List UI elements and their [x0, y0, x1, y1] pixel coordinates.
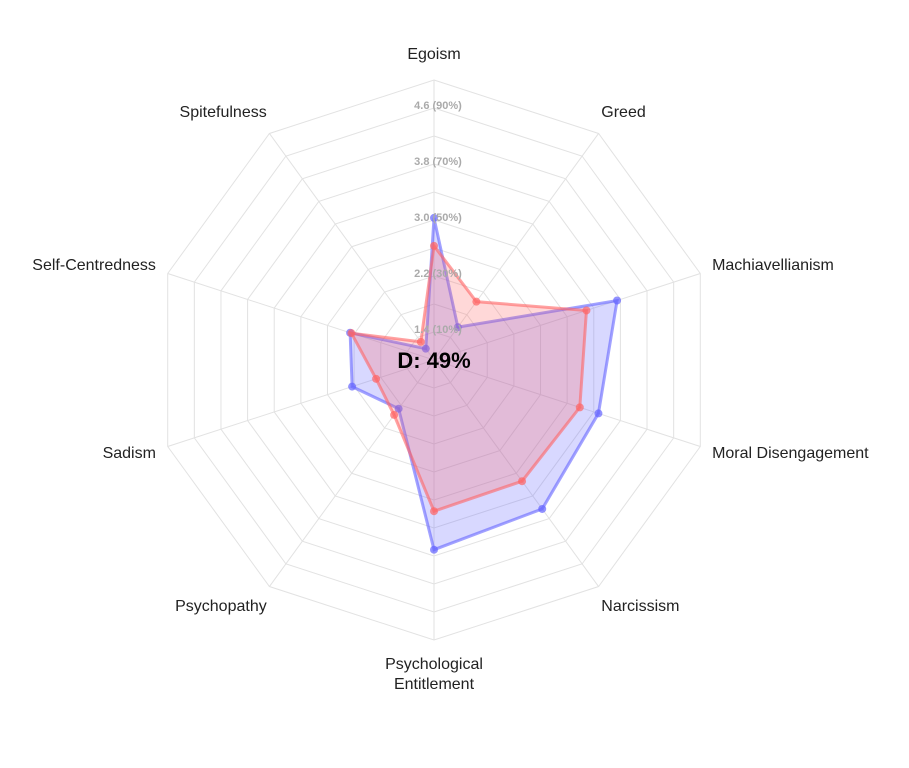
data-point [416, 337, 425, 346]
axis-label: Moral Disengagement [712, 445, 869, 463]
axis-label: Narcissism [601, 597, 680, 615]
data-point [453, 323, 462, 332]
data-point [613, 296, 622, 305]
data-point [430, 213, 438, 222]
spoke [433, 359, 701, 448]
data-point [347, 329, 356, 338]
data-point [472, 297, 481, 306]
axis-label: Self-Centredness [32, 256, 156, 274]
annotation: D: 49% [397, 348, 470, 373]
data-point [394, 404, 403, 413]
axis-label: Greed [601, 104, 646, 122]
r-tick-label: 1.4 (10%) [414, 324, 462, 336]
data-point [348, 382, 357, 391]
r-tick-label: 2.2 (30%) [414, 268, 462, 280]
r-tick-label: 4.6 (90%) [414, 100, 462, 112]
data-point [372, 374, 381, 383]
spoke [433, 272, 701, 361]
axis-label: Psychological Entitlement [385, 656, 483, 693]
axis-label: Machiavellianism [712, 256, 834, 274]
spoke [433, 359, 599, 587]
data-point [518, 477, 527, 486]
data-point [430, 545, 438, 554]
spoke [433, 133, 599, 361]
axis-label: Psychopathy [175, 597, 267, 615]
spoke [269, 359, 435, 587]
axis-label: Spitefulness [179, 104, 267, 122]
data-point [430, 507, 438, 516]
axis-label: Sadism [102, 445, 156, 463]
r-tick-label: 3.8 (70%) [414, 156, 462, 168]
data-point [594, 409, 603, 418]
data-point [582, 306, 591, 315]
spoke [269, 133, 435, 361]
spoke [167, 272, 435, 361]
data-point [430, 241, 438, 250]
axis-label: Egoism [407, 46, 461, 63]
data-point [538, 504, 547, 513]
data-point [390, 410, 399, 419]
spoke [167, 359, 435, 448]
r-tick-label: 3.0 (50%) [414, 212, 462, 224]
data-point [421, 344, 430, 353]
data-point [575, 403, 584, 412]
